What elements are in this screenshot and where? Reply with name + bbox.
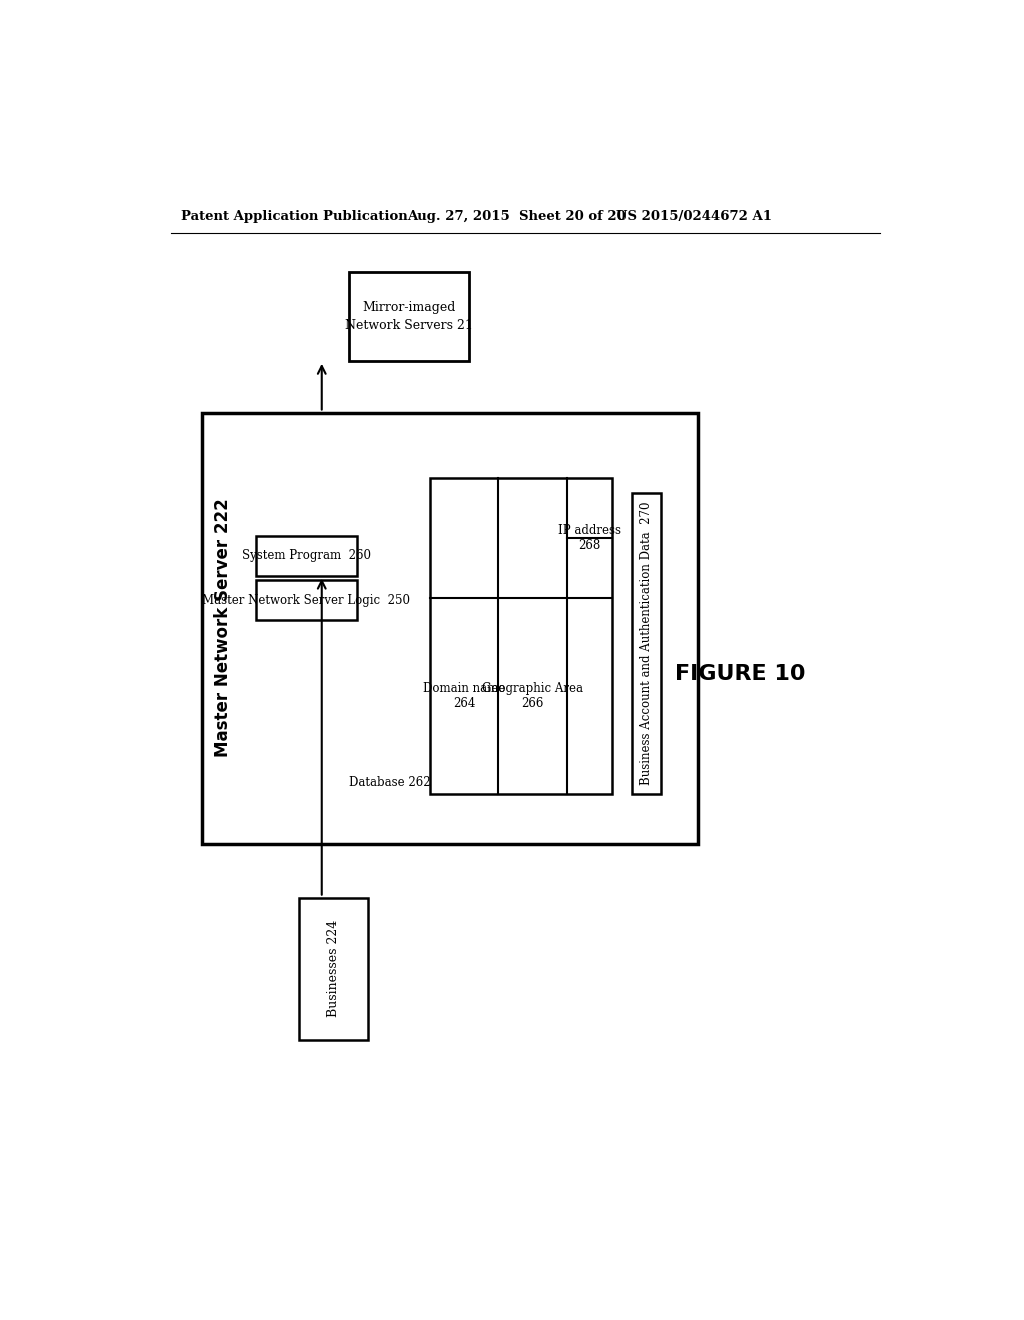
Bar — [256, 536, 356, 576]
Bar — [299, 898, 369, 1040]
Text: Aug. 27, 2015  Sheet 20 of 20: Aug. 27, 2015 Sheet 20 of 20 — [407, 210, 626, 223]
Ellipse shape — [341, 466, 458, 805]
Text: Database 262: Database 262 — [349, 776, 430, 788]
Text: Businesses 224: Businesses 224 — [327, 920, 340, 1018]
Text: Mirror-imaged
Network Servers 21: Mirror-imaged Network Servers 21 — [345, 301, 473, 333]
Text: Domain name
264: Domain name 264 — [423, 682, 506, 710]
Text: Patent Application Publication: Patent Application Publication — [180, 210, 408, 223]
Text: US 2015/0244672 A1: US 2015/0244672 A1 — [616, 210, 772, 223]
Bar — [430, 478, 612, 793]
Bar — [202, 412, 697, 843]
Text: Geographic Area
266: Geographic Area 266 — [482, 682, 583, 710]
Text: Master Network Server Logic  250: Master Network Server Logic 250 — [203, 594, 411, 607]
Bar — [256, 581, 356, 620]
Bar — [632, 494, 662, 793]
Text: Master Network Server 222: Master Network Server 222 — [214, 499, 232, 758]
Text: Business Account and Authentication Data  270: Business Account and Authentication Data… — [640, 502, 653, 785]
Text: System Program  260: System Program 260 — [242, 549, 371, 562]
Bar — [349, 272, 469, 360]
Text: FIGURE 10: FIGURE 10 — [675, 664, 806, 684]
Text: IP address
268: IP address 268 — [558, 524, 621, 552]
